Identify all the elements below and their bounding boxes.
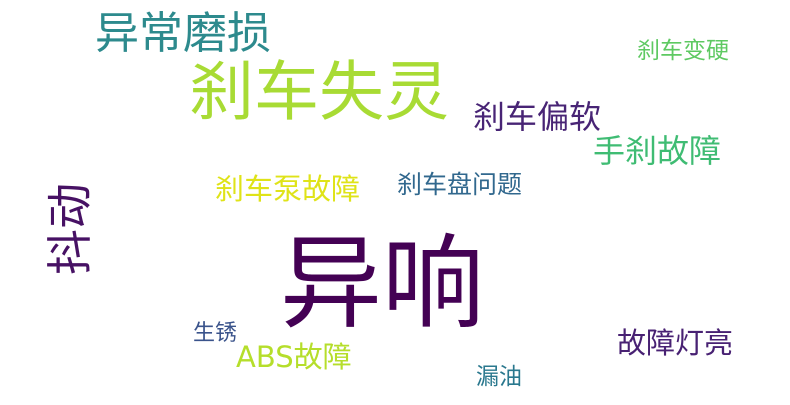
word-soft-brake: 刹车偏软 xyxy=(473,98,602,136)
word-abnormal-wear: 异常磨损 xyxy=(95,8,271,59)
word-warning-light: 故障灯亮 xyxy=(617,326,734,360)
word-shaking: 抖动 xyxy=(43,183,97,275)
word-yixiang: 异响 xyxy=(280,225,484,344)
word-hard-brake: 刹车变硬 xyxy=(637,38,729,64)
word-brake-disc-issue: 刹车盘问题 xyxy=(397,170,523,199)
word-brake-pump-fault: 刹车泵故障 xyxy=(215,172,361,206)
word-abs-fault: ABS故障 xyxy=(236,340,352,374)
word-brake-failure: 刹车失灵 xyxy=(189,55,450,130)
word-oil-leak: 漏油 xyxy=(476,364,522,390)
word-rust: 生锈 xyxy=(193,321,238,346)
word-handbrake-fault: 手刹故障 xyxy=(593,132,722,170)
